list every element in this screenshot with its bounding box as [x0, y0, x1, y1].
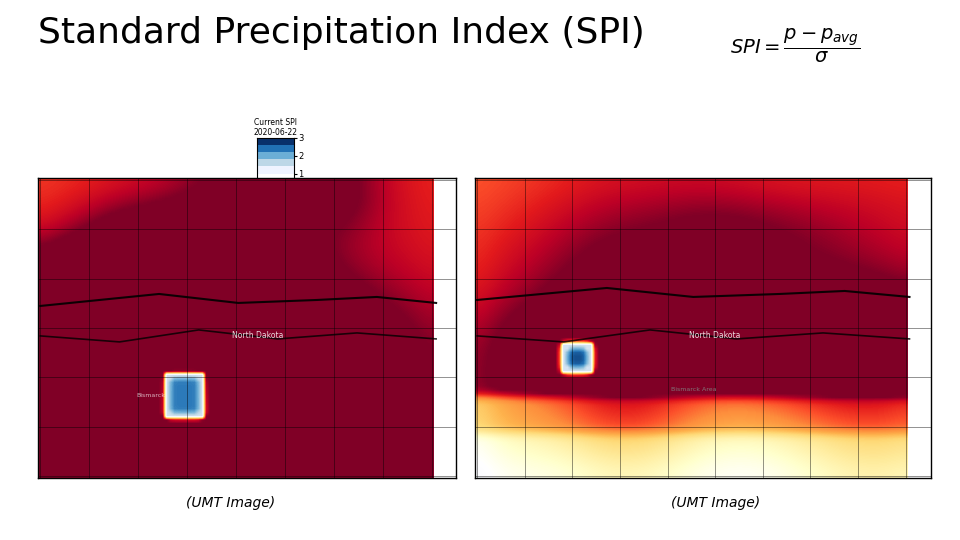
- Bar: [257, 195, 294, 202]
- Text: (UMT Image): (UMT Image): [671, 496, 759, 510]
- Bar: [257, 210, 294, 217]
- Bar: [257, 239, 294, 246]
- Text: Bismarck Area: Bismarck Area: [671, 387, 716, 393]
- Bar: [257, 224, 294, 231]
- Bar: [257, 181, 294, 188]
- Text: $SPI = \dfrac{p - p_{avg}}{\sigma}$: $SPI = \dfrac{p - p_{avg}}{\sigma}$: [730, 27, 860, 65]
- Bar: [257, 202, 294, 210]
- Bar: [257, 152, 294, 159]
- Bar: [257, 145, 294, 152]
- Bar: [257, 159, 294, 166]
- Bar: [257, 138, 294, 145]
- Bar: [257, 188, 294, 195]
- Bar: [257, 217, 294, 224]
- Text: $\sigma\, SPI = \left[p - p_{avg}\right]$: $\sigma\, SPI = \left[p - p_{avg}\right]…: [706, 205, 852, 229]
- Text: (UMT Image): (UMT Image): [186, 496, 275, 510]
- Text: Bismarck: Bismarck: [136, 393, 166, 399]
- Text: North Dakota: North Dakota: [232, 332, 284, 340]
- Title: Current SPI
2020-06-22: Current SPI 2020-06-22: [253, 118, 298, 137]
- Bar: [257, 231, 294, 239]
- Bar: [257, 174, 294, 181]
- Text: Last 60 Days: Last 60 Days: [480, 181, 599, 199]
- Text: Last 30 Days: Last 30 Days: [38, 181, 157, 199]
- Text: North Dakota: North Dakota: [689, 332, 740, 340]
- Bar: [257, 166, 294, 174]
- Text: Standard Precipitation Index (SPI): Standard Precipitation Index (SPI): [38, 16, 645, 50]
